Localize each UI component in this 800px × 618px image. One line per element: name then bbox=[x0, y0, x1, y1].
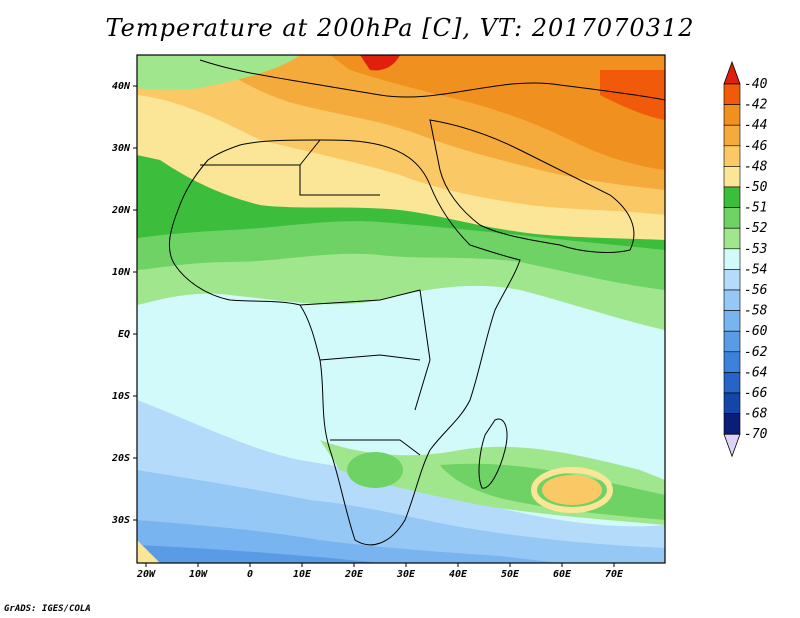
colorbar-swatch bbox=[723, 186, 741, 208]
lon-label: 10W bbox=[189, 569, 208, 580]
colorbar-label: -56 bbox=[744, 283, 768, 298]
lon-label: 0 bbox=[247, 569, 253, 580]
arabia-coastline bbox=[429, 119, 635, 253]
temperature-field bbox=[137, 55, 665, 563]
colorbar-bottom-arrow bbox=[723, 433, 741, 458]
band-orange-dark bbox=[330, 55, 665, 170]
lon-label: 20E bbox=[344, 569, 364, 580]
lat-label: 20N bbox=[111, 205, 131, 216]
lon-label: 40E bbox=[449, 569, 468, 580]
lon-label: 60E bbox=[553, 569, 572, 580]
colorbar-swatch bbox=[723, 145, 741, 167]
latitude-axis: 40N 30N 20N 10N EQ 10S 20S 30S bbox=[111, 81, 137, 526]
lat-label: 10S bbox=[112, 391, 130, 402]
colorbar-swatch bbox=[723, 248, 741, 270]
colorbar-swatch bbox=[723, 104, 741, 126]
colorbar-label: -68 bbox=[744, 407, 768, 422]
warm-spot-south-rim bbox=[531, 467, 613, 513]
colorbar-swatch bbox=[723, 269, 741, 291]
colorbar-swatch bbox=[723, 392, 741, 414]
colorbar-label: -54 bbox=[744, 262, 767, 277]
colorbar-label: -53 bbox=[744, 242, 767, 257]
africa-coastline bbox=[168, 139, 521, 546]
colorbar-swatch bbox=[723, 289, 741, 311]
lon-label: 50E bbox=[501, 569, 520, 580]
colorbar-label: -52 bbox=[744, 221, 768, 236]
colorbar-label: -48 bbox=[744, 159, 768, 174]
colorbar-swatch bbox=[723, 124, 741, 147]
band-red-2 bbox=[360, 55, 400, 71]
colorbar-label: -51 bbox=[744, 201, 767, 216]
colorbar-swatch bbox=[723, 83, 741, 105]
lon-label: 30E bbox=[396, 569, 416, 580]
colorbar-label: -58 bbox=[744, 304, 768, 319]
colorbar: -40 -42 -44 -46 -48 -50 -51 -52 -53 -54 -56 -58 -60 -… bbox=[723, 60, 768, 458]
coastlines bbox=[168, 59, 665, 546]
colorbar-label: -46 bbox=[744, 139, 768, 154]
colorbar-swatch bbox=[723, 207, 741, 229]
plot-frame bbox=[136, 54, 666, 564]
lat-label: 20S bbox=[111, 453, 130, 464]
colorbar-swatch bbox=[723, 413, 741, 435]
band-sw-corner bbox=[137, 540, 160, 563]
sahara-border-2 bbox=[299, 139, 321, 166]
colorbar-label: -50 bbox=[744, 180, 768, 195]
southern-border bbox=[330, 439, 421, 456]
lon-label: 10E bbox=[293, 569, 312, 580]
colorbar-top-arrow bbox=[723, 60, 741, 85]
colorbar-label: -64 bbox=[744, 365, 767, 380]
colorbar-swatch bbox=[723, 351, 741, 373]
lat-label: 40N bbox=[112, 81, 131, 92]
map-title: Temperature at 200hPa [C], VT: 201707031… bbox=[105, 14, 695, 42]
colorbar-label: -42 bbox=[744, 98, 768, 113]
longitude-axis: 20W 10W 0 10E 20E 30E 40E 50E 60E 70E bbox=[136, 563, 624, 580]
grads-credit: GrADS: IGES/COLA bbox=[4, 604, 91, 614]
central-border-2 bbox=[319, 354, 421, 361]
band-green-nw bbox=[137, 55, 300, 91]
green-south-africa bbox=[347, 452, 403, 488]
colorbar-swatch bbox=[723, 310, 741, 332]
lat-label: 30S bbox=[111, 515, 130, 526]
colorbar-label: -44 bbox=[744, 118, 767, 133]
colorbar-label: -70 bbox=[744, 427, 768, 442]
colorbar-label: -62 bbox=[744, 345, 768, 360]
lat-label: 30N bbox=[111, 143, 131, 154]
lon-label: 20W bbox=[136, 569, 156, 580]
central-border-1 bbox=[299, 289, 421, 306]
europe-coastline bbox=[199, 59, 665, 101]
colorbar-swatch bbox=[723, 330, 741, 353]
lat-label: EQ bbox=[118, 329, 130, 340]
madagascar-coastline bbox=[478, 418, 508, 489]
colorbar-label: -40 bbox=[744, 77, 768, 92]
lon-label: 70E bbox=[605, 569, 624, 580]
colorbar-label: -60 bbox=[744, 324, 768, 339]
colorbar-swatch bbox=[723, 227, 741, 250]
warm-spot-south bbox=[542, 475, 602, 505]
sahara-border-1 bbox=[200, 164, 380, 196]
colorbar-swatch bbox=[723, 372, 741, 394]
colorbar-label: -66 bbox=[744, 386, 768, 401]
east-border bbox=[414, 289, 431, 411]
colorbar-swatch bbox=[723, 166, 741, 188]
band-blue3 bbox=[137, 545, 380, 563]
lat-label: 10N bbox=[112, 267, 131, 278]
